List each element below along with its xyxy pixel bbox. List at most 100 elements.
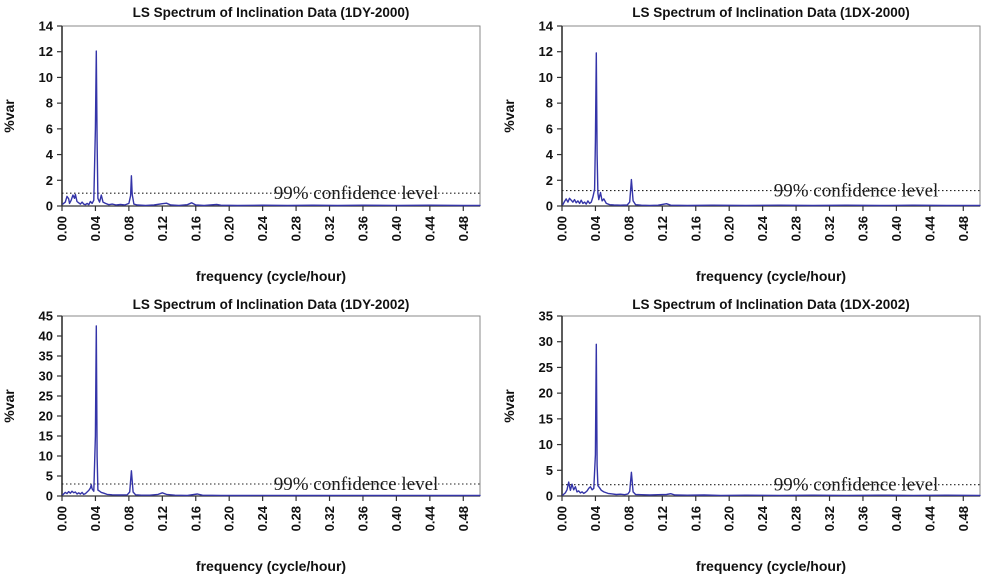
- y-tick-label: 8: [46, 96, 53, 111]
- chart-title: LS Spectrum of Inclination Data (1DX-200…: [632, 5, 910, 20]
- spectrum-chart-1dx-2002: LS Spectrum of Inclination Data (1DX-200…: [501, 297, 981, 574]
- y-tick-label: 15: [39, 429, 53, 444]
- spectrum-panel-1dy-2000: LS Spectrum of Inclination Data (1DY-200…: [0, 0, 500, 290]
- x-tick-label: 0.20: [222, 506, 237, 531]
- x-tick-label: 0.04: [588, 505, 603, 531]
- x-tick-label: 0.24: [255, 215, 270, 241]
- y-axis-label: %var: [1, 389, 17, 423]
- x-tick-label: 0.32: [822, 506, 837, 531]
- x-tick-label: 0.32: [322, 216, 337, 241]
- x-tick-label: 0.20: [722, 506, 737, 531]
- confidence-level-label: 99% confidence level: [274, 183, 439, 204]
- x-tick-label: 0.24: [755, 215, 770, 241]
- chart-title: LS Spectrum of Inclination Data (1DY-200…: [133, 5, 410, 20]
- confidence-level-label: 99% confidence level: [274, 474, 439, 495]
- plot-area: 0 2 4 6 8 10 12 14 0.00 0.04 0.08 0.12 0.16 0.20 0.24 0…: [539, 19, 981, 241]
- x-tick-label: 0.12: [155, 506, 170, 531]
- x-tick-label: 0.00: [555, 216, 570, 241]
- x-tick-label: 0.28: [789, 216, 804, 241]
- plot-area: 0 5 10 15 20 25 30 35 0.00 0.04 0.08 0.12 0.16 0.20 0.…: [539, 309, 981, 531]
- x-axis-label: frequency (cycle/hour): [196, 268, 346, 284]
- x-tick-label: 0.16: [688, 506, 703, 531]
- y-tick-label: 4: [46, 147, 54, 162]
- x-tick-label: 0.24: [755, 505, 770, 531]
- x-tick-label: 0.48: [956, 506, 971, 531]
- confidence-level-label: 99% confidence level: [774, 181, 939, 202]
- x-tick-label: 0.44: [422, 215, 437, 241]
- x-tick-label: 0.48: [456, 506, 471, 531]
- y-tick-label: 6: [546, 121, 553, 136]
- x-tick-label: 0.44: [922, 505, 937, 531]
- y-tick-label: 5: [46, 469, 53, 484]
- x-tick-label: 0.00: [555, 506, 570, 531]
- y-axis-label: %var: [501, 99, 517, 133]
- y-tick-label: 0: [46, 489, 53, 504]
- chart-title: LS Spectrum of Inclination Data (1DY-200…: [133, 297, 410, 312]
- y-tick-label: 40: [39, 329, 53, 344]
- y-tick-label: 4: [546, 147, 554, 162]
- y-tick-label: 0: [46, 199, 53, 214]
- y-tick-label: 45: [39, 309, 53, 324]
- x-tick-label: 0.16: [188, 506, 203, 531]
- plot-border: [561, 315, 981, 497]
- x-tick-label: 0.16: [688, 216, 703, 241]
- x-tick-label: 0.28: [289, 216, 304, 241]
- y-tick-label: 25: [39, 389, 53, 404]
- y-tick-label: 20: [539, 386, 553, 401]
- y-tick-label: 14: [539, 19, 554, 34]
- x-tick-label: 0.12: [655, 216, 670, 241]
- x-tick-label: 0.08: [121, 506, 136, 531]
- x-axis-label: frequency (cycle/hour): [196, 558, 346, 574]
- x-tick-label: 0.36: [855, 506, 870, 531]
- x-tick-label: 0.48: [956, 216, 971, 241]
- x-tick-label: 0.00: [55, 506, 70, 531]
- y-axis-label: %var: [501, 389, 517, 423]
- spectrum-chart-1dx-2000: LS Spectrum of Inclination Data (1DX-200…: [501, 5, 981, 284]
- spectrum-panel-1dy-2002: LS Spectrum of Inclination Data (1DY-200…: [0, 290, 500, 580]
- x-tick-label: 0.44: [922, 215, 937, 241]
- y-tick-label: 25: [539, 360, 553, 375]
- y-tick-label: 15: [539, 411, 553, 426]
- y-tick-label: 10: [39, 70, 53, 85]
- y-tick-label: 14: [39, 19, 54, 34]
- chart-title: LS Spectrum of Inclination Data (1DX-200…: [632, 297, 910, 312]
- y-tick-label: 30: [39, 369, 53, 384]
- series-line: [62, 50, 481, 207]
- x-tick-label: 0.28: [289, 506, 304, 531]
- x-axis-label: frequency (cycle/hour): [696, 558, 846, 574]
- x-tick-label: 0.44: [422, 505, 437, 531]
- x-tick-label: 0.36: [855, 216, 870, 241]
- x-tick-label: 0.32: [822, 216, 837, 241]
- series-line: [562, 343, 981, 497]
- y-tick-label: 10: [539, 437, 553, 452]
- spectrum-chart-1dy-2000: LS Spectrum of Inclination Data (1DY-200…: [1, 5, 481, 284]
- x-tick-label: 0.12: [155, 216, 170, 241]
- y-tick-label: 12: [539, 44, 553, 59]
- x-tick-label: 0.20: [222, 216, 237, 241]
- y-tick-label: 0: [546, 489, 553, 504]
- y-tick-label: 2: [46, 173, 53, 188]
- x-tick-label: 0.24: [255, 505, 270, 531]
- spectrum-panel-1dx-2000: LS Spectrum of Inclination Data (1DX-200…: [500, 0, 1000, 290]
- spectrum-panel-1dx-2002: LS Spectrum of Inclination Data (1DX-200…: [500, 290, 1000, 580]
- y-tick-label: 12: [39, 44, 53, 59]
- x-tick-label: 0.28: [789, 506, 804, 531]
- y-tick-label: 6: [46, 121, 53, 136]
- x-tick-label: 0.08: [121, 216, 136, 241]
- series-line: [62, 325, 481, 497]
- spectrum-chart-1dy-2002: LS Spectrum of Inclination Data (1DY-200…: [1, 297, 481, 574]
- x-tick-label: 0.48: [456, 216, 471, 241]
- series-line: [562, 52, 981, 207]
- y-axis-label: %var: [1, 99, 17, 133]
- x-tick-label: 0.08: [621, 216, 636, 241]
- y-tick-label: 20: [39, 409, 53, 424]
- x-tick-label: 0.40: [889, 216, 904, 241]
- x-tick-label: 0.20: [722, 216, 737, 241]
- x-axis-label: frequency (cycle/hour): [696, 268, 846, 284]
- x-tick-label: 0.12: [655, 506, 670, 531]
- y-tick-label: 5: [546, 463, 553, 478]
- x-tick-label: 0.36: [355, 216, 370, 241]
- x-tick-label: 0.00: [55, 216, 70, 241]
- y-tick-label: 10: [539, 70, 553, 85]
